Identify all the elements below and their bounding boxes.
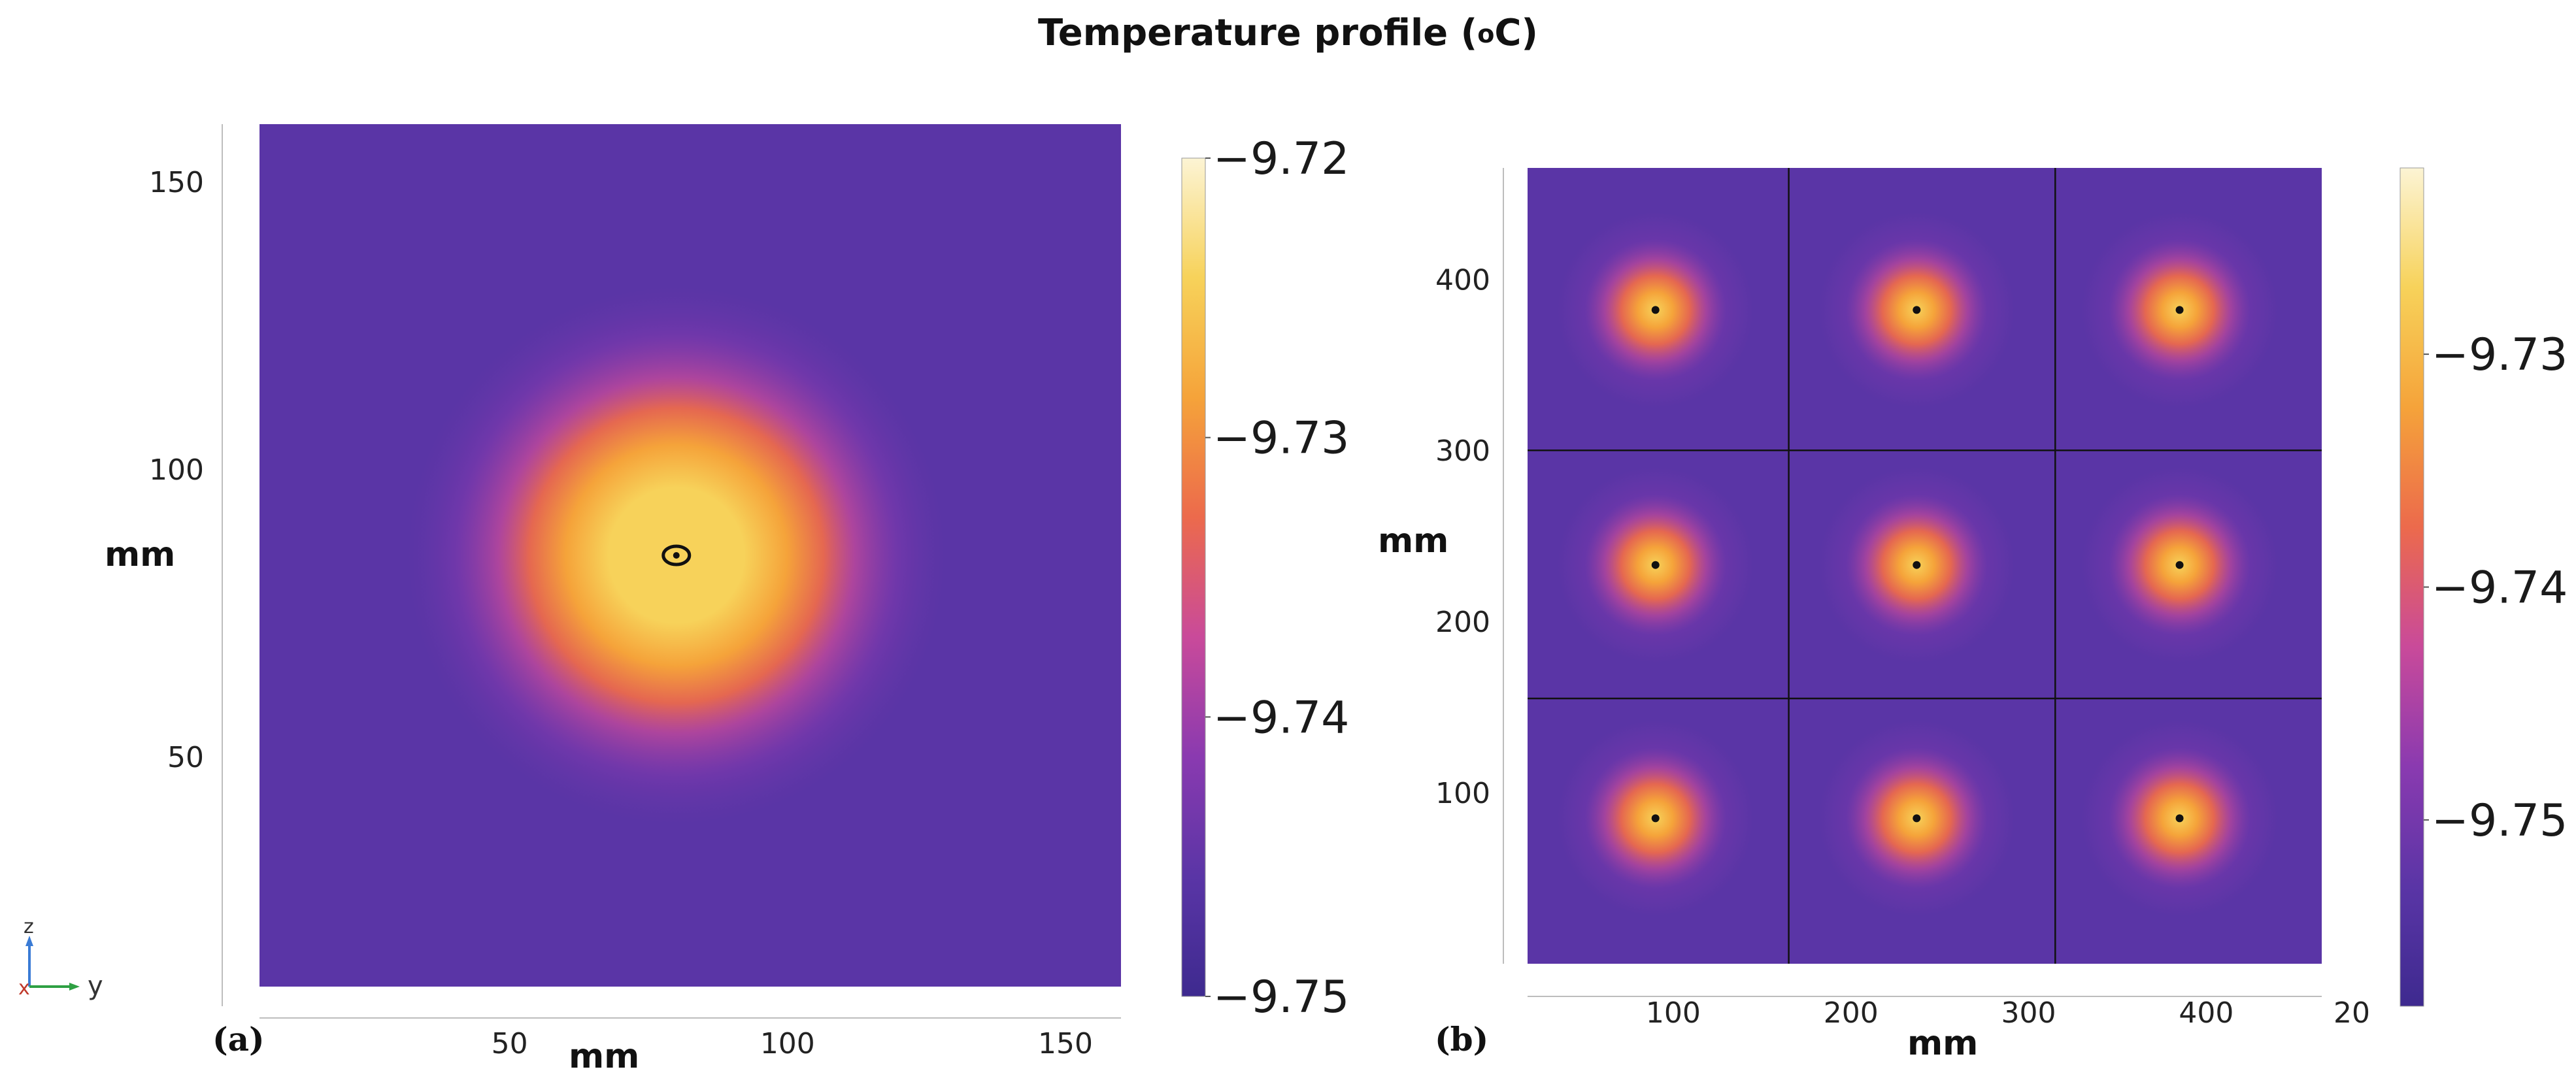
panel-a-label: (a) xyxy=(212,1020,265,1058)
colorbar-tick-label: −9.74 xyxy=(2432,563,2568,614)
panel-b-ylabel: mm xyxy=(1378,521,1448,561)
colorbar-tick-label: −9.72 xyxy=(1213,133,1349,185)
source-marker xyxy=(1651,814,1660,823)
panel-a-y-ticks: 50 100 150 xyxy=(149,166,204,774)
colorbar-tick-label: −9.73 xyxy=(1213,413,1349,465)
source-marker xyxy=(1913,561,1921,569)
triad-x-label: x xyxy=(18,977,30,1000)
panel-a-x-ticks: 50 100 150 xyxy=(492,1027,1093,1060)
panel-b: 100 200 300 400 100 200 300 400 20 mm mm (b) −… xyxy=(1378,167,2568,1063)
source-marker xyxy=(2175,814,2184,823)
panel-a-colorbar-ticks: −9.72 −9.73 −9.74 −9.75 xyxy=(1205,133,1349,1023)
panel-b-x-ticks: 100 200 300 400 xyxy=(1646,996,2233,1030)
panel-b-grid-lines xyxy=(1528,168,2322,964)
panel-a-colorbar xyxy=(1181,157,1206,997)
panel-a-sources xyxy=(661,544,692,566)
source-marker xyxy=(2175,306,2184,314)
x-tick-label: 200 xyxy=(1824,996,1879,1030)
source-marker xyxy=(1913,306,1921,314)
panel-b-extra-xtick: 20 xyxy=(2333,996,2370,1030)
x-tick-label: 50 xyxy=(492,1027,528,1060)
y-tick-label: 400 xyxy=(1435,263,1490,297)
source-marker xyxy=(661,544,692,566)
figure-title: Temperature profile (oC) xyxy=(1037,12,1539,54)
triad-z-label: z xyxy=(24,915,34,938)
y-tick-label: 150 xyxy=(149,166,204,199)
source-marker-center xyxy=(673,552,680,559)
panel-b-xlabel: mm xyxy=(1907,1024,1978,1063)
source-marker xyxy=(1913,814,1921,823)
x-tick-label: 150 xyxy=(1038,1027,1093,1060)
axis-triad-icon: z x y xyxy=(18,915,103,1001)
y-tick-label: 100 xyxy=(149,453,204,487)
panel-b-sources xyxy=(1651,306,2184,823)
x-tick-label: 400 xyxy=(2179,996,2233,1030)
triad-y-label: y xyxy=(88,971,103,1001)
panel-b-colorbar-ticks: −9.73 −9.74 −9.75 xyxy=(2424,329,2568,847)
colorbar-tick-label: −9.73 xyxy=(2432,329,2568,381)
y-tick-label: 100 xyxy=(1435,777,1490,810)
panel-a-ylabel: mm xyxy=(105,535,175,574)
colorbar-tick-label: −9.75 xyxy=(2432,795,2568,847)
panel-a-xlabel: mm xyxy=(569,1037,639,1076)
panel-b-y-ticks: 100 200 300 400 xyxy=(1435,263,1490,810)
degree-sup: o xyxy=(1477,20,1495,48)
panel-b-colorbar xyxy=(2400,167,2424,1007)
source-marker xyxy=(1651,306,1660,314)
panel-b-label: (b) xyxy=(1435,1020,1488,1058)
y-tick-label: 200 xyxy=(1435,606,1490,639)
y-tick-label: 50 xyxy=(167,741,204,774)
colorbar-tick-label: −9.75 xyxy=(1213,972,1349,1023)
x-tick-label: 100 xyxy=(1646,996,1701,1030)
source-marker xyxy=(1651,561,1660,569)
x-tick-label: 100 xyxy=(760,1027,815,1060)
y-tick-label: 300 xyxy=(1435,434,1490,468)
x-tick-label: 300 xyxy=(2001,996,2056,1030)
colorbar-tick-label: −9.74 xyxy=(1213,692,1349,744)
source-marker xyxy=(2175,561,2184,569)
